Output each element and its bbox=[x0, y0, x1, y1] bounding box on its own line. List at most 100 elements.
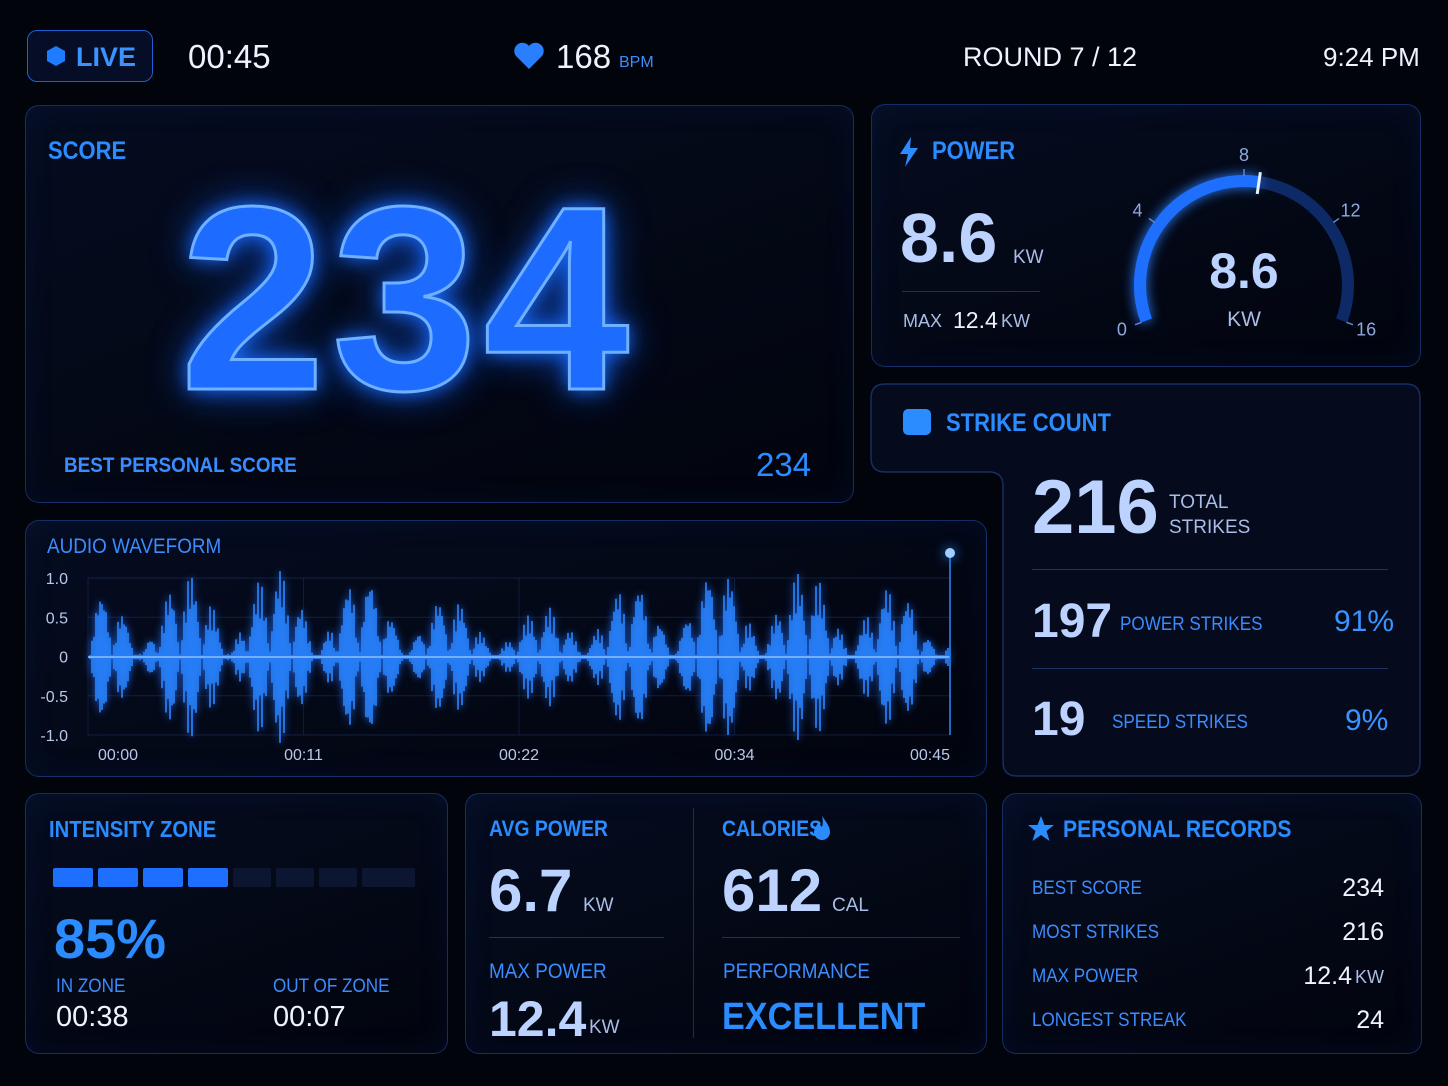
record-value: 216 bbox=[1342, 918, 1384, 946]
performance-value: EXCELLENT bbox=[722, 996, 926, 1038]
strike-label: POWER STRIKES bbox=[1120, 614, 1263, 635]
stats-panel bbox=[465, 793, 987, 1054]
gauge-tick-label: 8 bbox=[1239, 145, 1249, 165]
intensity-segment bbox=[98, 868, 138, 887]
intensity-segment bbox=[276, 868, 314, 887]
strike-total-label: TOTAL STRIKES bbox=[1169, 492, 1251, 538]
power-gauge: 0 4 8 12 16 8.6 KW bbox=[1117, 145, 1376, 339]
live-icon bbox=[47, 46, 65, 66]
intensity-title: INTENSITY ZONE bbox=[49, 816, 217, 842]
score-title: SCORE bbox=[48, 137, 127, 165]
y-tick-label: -0.5 bbox=[40, 689, 68, 706]
heart-rate: 168 bbox=[556, 38, 612, 75]
live-badge[interactable]: LIVE bbox=[27, 30, 153, 82]
gauge-tick-label: 16 bbox=[1356, 319, 1376, 339]
gauge-tick bbox=[1346, 321, 1354, 326]
power-unit: KW bbox=[1013, 247, 1044, 268]
x-tick-label: 00:00 bbox=[98, 747, 138, 764]
gauge-unit: KW bbox=[1227, 308, 1261, 331]
intensity-segment bbox=[188, 868, 228, 887]
avg-power-value: 6.7 bbox=[489, 857, 573, 924]
avg-power-unit: KW bbox=[583, 895, 614, 916]
gauge-tick bbox=[1148, 217, 1156, 224]
x-tick-label: 00:45 bbox=[910, 747, 950, 764]
gauge-needle bbox=[1255, 171, 1262, 195]
intensity-segment bbox=[375, 868, 415, 887]
power-title: POWER bbox=[932, 137, 1016, 165]
record-unit: KW bbox=[1355, 967, 1384, 987]
round: ROUND 7 / 12 bbox=[963, 42, 1138, 72]
best-score-value: 234 bbox=[756, 446, 812, 483]
heart-unit: BPM bbox=[619, 54, 654, 71]
calories-unit: CAL bbox=[832, 895, 869, 916]
avg-power-label: AVG POWER bbox=[489, 816, 609, 841]
strike-count: 197 bbox=[1032, 595, 1113, 648]
heart-icon bbox=[514, 42, 544, 69]
strike-title: STRIKE COUNT bbox=[946, 409, 1111, 437]
gauge-value: 8.6 bbox=[1209, 243, 1279, 299]
waveform-title: AUDIO WAVEFORM bbox=[47, 535, 222, 558]
y-tick-label: 1.0 bbox=[46, 571, 68, 588]
strike-count: 19 bbox=[1032, 693, 1086, 746]
divider bbox=[693, 808, 694, 1038]
intensity-panel bbox=[25, 793, 448, 1054]
calories-title: CALORIES bbox=[722, 816, 823, 841]
out-zone-time: 00:07 bbox=[273, 1001, 346, 1033]
star-icon bbox=[1028, 816, 1054, 841]
max-power-label: MAX POWER bbox=[489, 960, 607, 983]
fist-icon bbox=[903, 409, 931, 435]
divider bbox=[489, 937, 664, 938]
y-tick-label: -1.0 bbox=[40, 728, 68, 745]
best-score-label: BEST PERSONAL SCORE bbox=[64, 454, 297, 477]
record-label: MOST STRIKES bbox=[1032, 922, 1160, 943]
intensity-segment bbox=[319, 868, 357, 887]
power-max-unit: KW bbox=[1001, 311, 1030, 331]
y-tick-label: 0 bbox=[59, 650, 68, 667]
power-value: 8.6 bbox=[900, 199, 998, 277]
x-tick-label: 00:22 bbox=[499, 747, 539, 764]
record-value: 12.4 bbox=[1303, 962, 1352, 990]
power-max-value: 12.4 bbox=[953, 307, 998, 333]
record-label: MAX POWER bbox=[1032, 966, 1139, 987]
power-max-label: MAX bbox=[903, 311, 943, 331]
gauge-tick bbox=[1332, 217, 1340, 224]
score-panel bbox=[25, 105, 854, 503]
divider bbox=[1032, 668, 1388, 669]
intensity-segment bbox=[53, 868, 93, 887]
gauge-tick bbox=[1134, 321, 1142, 326]
in-zone-label: IN ZONE bbox=[56, 976, 126, 997]
x-tick-label: 00:34 bbox=[714, 747, 754, 764]
playhead-dot bbox=[945, 548, 955, 558]
gauge-tick-label: 4 bbox=[1133, 200, 1143, 220]
clock: 9:24 PM bbox=[1323, 42, 1420, 72]
intensity-segment bbox=[233, 868, 271, 887]
strike-percent: 91% bbox=[1334, 605, 1395, 638]
gauge-value-arc bbox=[1134, 175, 1260, 323]
strike-total: 216 bbox=[1032, 465, 1159, 550]
calories-value: 612 bbox=[722, 857, 823, 924]
intensity-segment bbox=[143, 868, 183, 887]
in-zone-time: 00:38 bbox=[56, 1001, 129, 1033]
score-value: 234 bbox=[178, 152, 636, 445]
waveform-chart: 1.0 0.5 0 -0.5 -1.0 00:00 00:11 00:22 00:34 00:45 bbox=[40, 548, 955, 764]
out-zone-label: OUT OF ZONE bbox=[273, 976, 390, 997]
performance-label: PERFORMANCE bbox=[723, 960, 871, 983]
y-tick-label: 0.5 bbox=[46, 610, 68, 627]
gauge-tick-label: 0 bbox=[1117, 319, 1127, 339]
max-power-value: 12.4 bbox=[489, 991, 587, 1047]
divider bbox=[1032, 569, 1388, 570]
timer: 00:45 bbox=[188, 38, 271, 75]
strike-label: SPEED STRIKES bbox=[1112, 712, 1248, 733]
max-power-unit: KW bbox=[589, 1017, 620, 1038]
records-title: PERSONAL RECORDS bbox=[1063, 816, 1292, 843]
gauge-tick-label: 12 bbox=[1340, 200, 1360, 220]
divider bbox=[902, 291, 1040, 292]
flame-icon bbox=[814, 816, 830, 840]
record-label: LONGEST STREAK bbox=[1032, 1010, 1187, 1031]
bolt-icon bbox=[900, 137, 918, 167]
divider bbox=[722, 937, 960, 938]
x-tick-label: 00:11 bbox=[284, 747, 323, 764]
intensity-value: 85% bbox=[54, 907, 167, 970]
